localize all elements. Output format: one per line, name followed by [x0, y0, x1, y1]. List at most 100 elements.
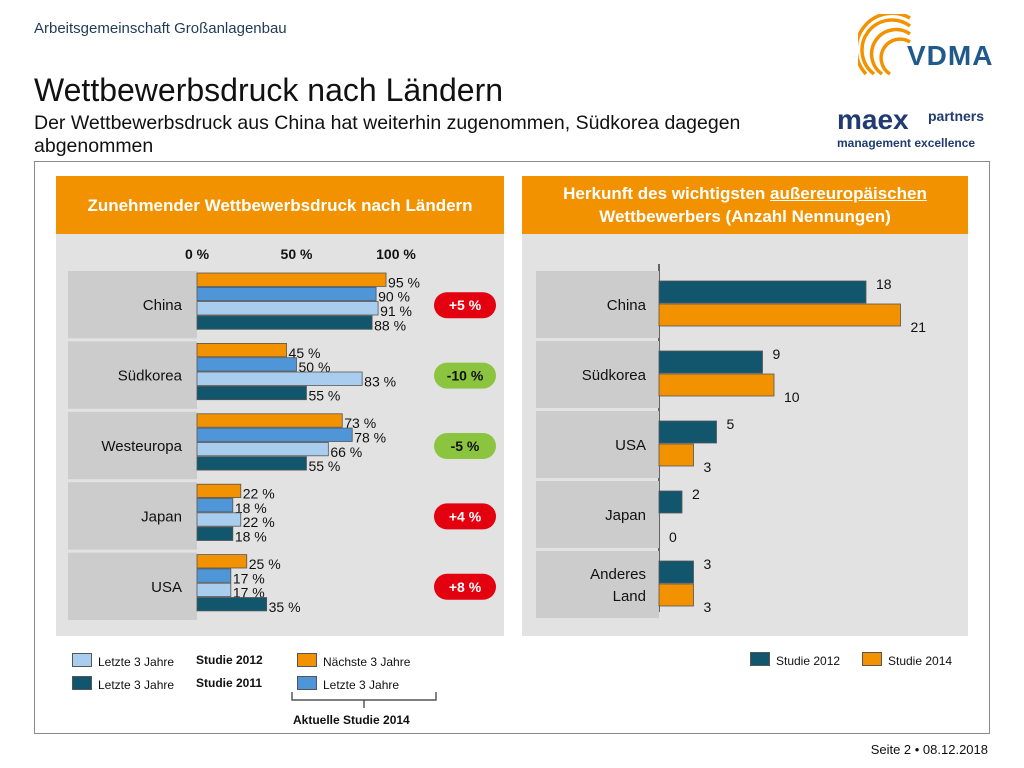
- bar-china-1: [196, 286, 377, 302]
- maex-logo-partners: partners: [928, 108, 985, 124]
- bar-japan-1: [196, 498, 234, 513]
- x-tick-label: 0 %: [185, 246, 210, 262]
- bar-usa-3: [196, 597, 268, 612]
- bar-value-label: 18 %: [235, 500, 267, 516]
- right-panel-title: Herkunft des wichtigsten außereuropäisch…: [532, 182, 958, 228]
- category-label-china: China: [607, 297, 647, 314]
- legend-swatch-mid-blue: [297, 676, 317, 690]
- change-badge-usa: [434, 573, 496, 600]
- bar-value-label: 95 %: [388, 274, 420, 290]
- bar-value-label: 35 %: [269, 599, 301, 615]
- legend-swatch-light-blue: [72, 653, 92, 667]
- bar-südkorea-0: [658, 350, 763, 374]
- bar-anderes-land-1: [658, 583, 694, 607]
- left-panel-header: Zunehmender Wettbewerbsdruck nach Länder…: [56, 176, 504, 234]
- legend-label-4: Letzte 3 Jahre: [323, 678, 400, 692]
- legend-bracket-label: Aktuelle Studie 2014: [293, 713, 410, 727]
- legend-swatch-orange: [297, 653, 317, 667]
- category-row-bg: [536, 271, 659, 338]
- bar-value-label: 66 %: [330, 444, 362, 460]
- legend-right-label-2: Studie 2014: [888, 654, 953, 668]
- change-badge-westeuropa: [434, 433, 496, 459]
- bar-usa-0: [658, 420, 717, 444]
- bar-value-label: 3: [704, 556, 712, 572]
- page-title: Wettbewerbsdruck nach Ländern: [34, 72, 504, 108]
- bar-china-2: [196, 301, 379, 316]
- category-row-bg: [536, 481, 659, 548]
- right-title-underlined: außereuropäischen: [770, 184, 927, 203]
- vdma-wordmark: VDMA: [907, 40, 994, 71]
- bar-value-label: 17 %: [233, 585, 265, 601]
- category-row-bg: [68, 482, 197, 550]
- legend-swatch-studie-2014: [862, 652, 882, 666]
- legend-study-2: Studie 2011: [196, 676, 263, 690]
- bar-value-label: 50 %: [299, 359, 331, 375]
- bar-usa-1: [196, 568, 232, 583]
- vdma-arcs-icon: [854, 11, 912, 76]
- category-label-japan: Japan: [141, 508, 182, 525]
- bar-japan-0: [196, 483, 242, 498]
- bar-japan-2: [196, 512, 242, 527]
- bar-westeuropa-2: [196, 441, 329, 457]
- right-title-part-2: Wettbewerbers (Anzahl Nennungen): [599, 207, 891, 226]
- change-badge-label: +8 %: [449, 579, 482, 595]
- category-row-bg: [68, 552, 197, 620]
- bar-japan-0: [658, 490, 683, 514]
- page-footer: Seite 2 • 08.12.2018: [870, 742, 988, 757]
- category-label-usa: USA: [615, 437, 646, 454]
- bar-usa-1: [658, 443, 694, 467]
- bar-value-label: 9: [773, 346, 781, 362]
- bar-value-label: 21: [911, 319, 927, 335]
- legend-label-2: Letzte 3 Jahre: [98, 678, 175, 692]
- bar-südkorea-1: [658, 373, 775, 397]
- category-label-anderes: Anderes: [590, 566, 646, 583]
- legend-swatch-dark-teal: [72, 676, 92, 690]
- bar-anderes-land-0: [658, 560, 694, 584]
- legend-label-3: Nächste 3 Jahre: [323, 655, 411, 669]
- bar-value-label: 55 %: [308, 458, 340, 474]
- bar-china-1: [658, 303, 901, 327]
- bar-value-label: 25 %: [249, 556, 281, 572]
- category-label-westeuropa: Westeuropa: [101, 438, 182, 455]
- category-row-bg: [536, 551, 659, 618]
- bar-value-label: 2: [692, 486, 700, 502]
- category-row-bg: [68, 271, 197, 339]
- category-row-bg: [68, 341, 197, 409]
- legend-swatch-studie-2012: [750, 652, 770, 666]
- left-chart-svg: 0 % 50 % 100 % China 95 %90 %91 %88 % +5 % Süd…: [68, 246, 496, 620]
- bar-value-label: 22 %: [243, 486, 275, 502]
- bar-value-label: 78 %: [354, 430, 386, 446]
- bar-westeuropa-3: [196, 456, 307, 471]
- legend-study-1: Studie 2012: [196, 653, 263, 667]
- category-label-südkorea: Südkorea: [582, 367, 647, 384]
- legend-right-label-1: Studie 2012: [776, 654, 841, 668]
- category-label-usa: USA: [151, 579, 182, 596]
- content-frame: [34, 161, 990, 734]
- bar-usa-2: [196, 582, 232, 598]
- legend-bracket: [291, 692, 437, 708]
- bar-value-label: 5: [727, 416, 735, 432]
- bar-südkorea-3: [196, 385, 307, 401]
- organization-name: Arbeitsgemeinschaft Großanlagenbau: [34, 20, 287, 37]
- left-panel-title: Zunehmender Wettbewerbsdruck nach Länder…: [87, 195, 473, 215]
- category-label-china: China: [143, 297, 183, 314]
- bar-japan-3: [196, 526, 234, 541]
- x-tick-label: 100 %: [376, 246, 416, 262]
- change-badge-japan: [434, 503, 496, 530]
- category-label-südkorea: Südkorea: [118, 368, 183, 385]
- bar-value-label: 90 %: [378, 289, 410, 305]
- bar-südkorea-0: [196, 343, 287, 358]
- vdma-logo: VDMA: [854, 11, 998, 80]
- legend-label-1: Letzte 3 Jahre: [98, 655, 175, 669]
- bar-westeuropa-1: [196, 427, 353, 442]
- bar-value-label: 73 %: [344, 415, 376, 431]
- bar-westeuropa-0: [196, 413, 343, 428]
- right-chart-svg: China 18 21 Südkorea 9 10 USA 5 3 Japan 2 0 Anderes L…: [536, 264, 927, 618]
- category-row-bg: [536, 411, 659, 478]
- bar-value-label: 3: [704, 599, 712, 615]
- bar-china-3: [196, 315, 373, 330]
- change-badge-label: -5 %: [451, 438, 480, 454]
- bar-südkorea-2: [196, 371, 363, 386]
- maex-logo-tagline: management excellence: [837, 136, 976, 150]
- change-badge-label: +4 %: [449, 508, 482, 524]
